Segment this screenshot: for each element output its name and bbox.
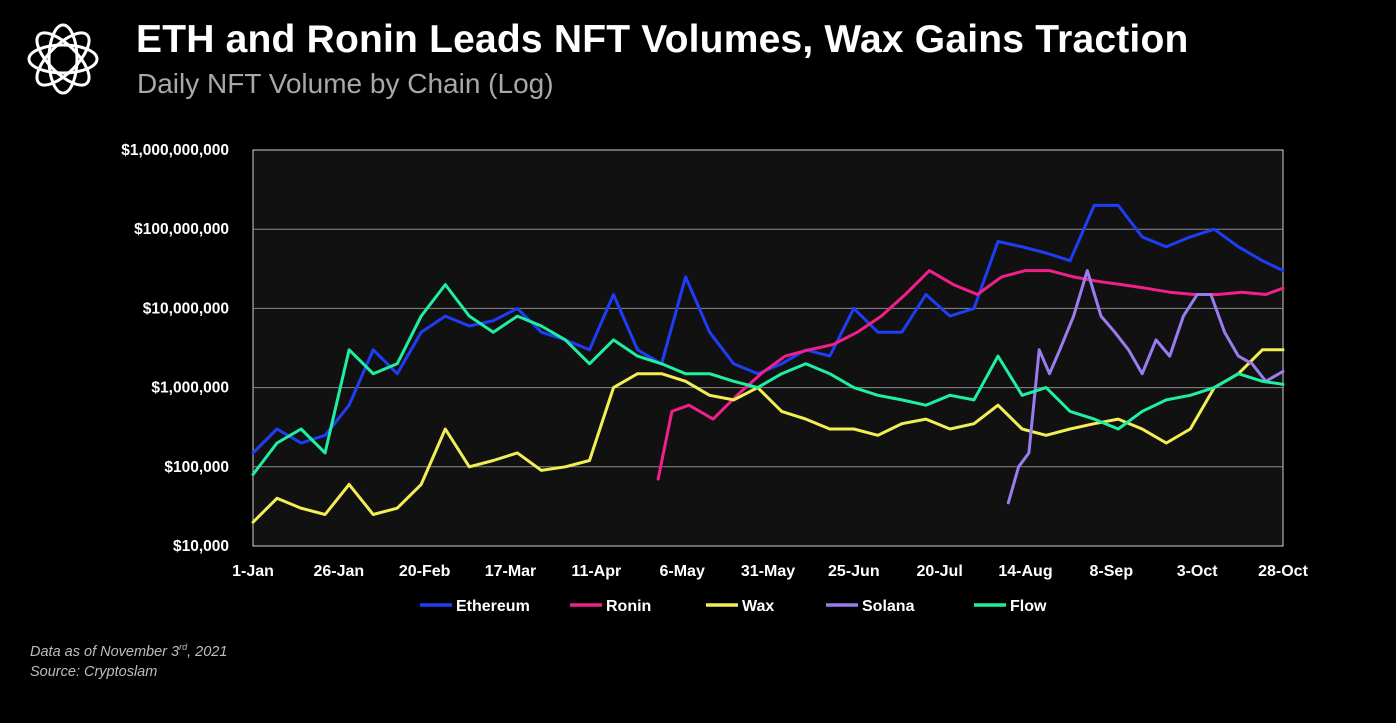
legend-item-wax: Wax — [706, 598, 774, 615]
legend: Ethereum Ronin Wax Solana Flow — [420, 598, 1047, 615]
y-axis-ticks: $10,000 $100,000 $1,000,000 $10,000,000 $100… — [121, 142, 229, 555]
legend-label: Ronin — [606, 598, 651, 615]
x-tick-label: 26-Jan — [313, 563, 364, 580]
legend-label: Wax — [742, 598, 774, 615]
x-tick-label: 3-Oct — [1177, 563, 1219, 580]
x-tick-label: 20-Feb — [399, 563, 451, 580]
gridlines — [253, 228, 1283, 468]
x-tick-label: 17-Mar — [485, 563, 537, 580]
footnote-date: Data as of November 3rd, 2021 — [30, 642, 228, 660]
series-line-flow — [251, 283, 1285, 476]
y-tick-label: $1,000,000,000 — [121, 142, 229, 159]
x-axis-ticks: 1-Jan 26-Jan 20-Feb 17-Mar 11-Apr 6-May 31-May… — [232, 563, 1308, 580]
x-tick-label: 6-May — [659, 563, 704, 580]
legend-item-flow: Flow — [974, 598, 1047, 615]
legend-item-ronin: Ronin — [570, 598, 651, 615]
y-tick-label: $10,000 — [173, 538, 229, 555]
series-lines — [251, 203, 1285, 524]
x-tick-label: 25-Jun — [828, 563, 880, 580]
footnote: Data as of November 3rd, 2021 Source: Cr… — [30, 637, 227, 682]
chart-title: ETH and Ronin Leads NFT Volumes, Wax Gai… — [136, 18, 1189, 61]
x-tick-label: 8-Sep — [1090, 563, 1134, 580]
y-tick-label: $100,000 — [164, 459, 229, 476]
legend-label: Solana — [862, 598, 915, 615]
x-tick-label: 14-Aug — [998, 563, 1052, 580]
brand-logo-icon — [27, 23, 99, 95]
x-tick-label: 20-Jul — [917, 563, 963, 580]
chart-subtitle: Daily NFT Volume by Chain (Log) — [137, 68, 554, 99]
y-tick-label: $100,000,000 — [134, 221, 229, 238]
legend-item-ethereum: Ethereum — [420, 598, 530, 615]
x-tick-label: 28-Oct — [1258, 563, 1308, 580]
legend-label: Ethereum — [456, 598, 530, 615]
series-line-wax — [251, 348, 1285, 524]
footnote-source: Source: Cryptoslam — [30, 663, 158, 680]
legend-item-solana: Solana — [826, 598, 915, 615]
series-line-solana — [1006, 269, 1285, 505]
y-tick-label: $1,000,000 — [151, 380, 229, 397]
x-tick-label: 1-Jan — [232, 563, 274, 580]
y-tick-label: $10,000,000 — [143, 300, 229, 317]
x-tick-label: 11-Apr — [571, 563, 621, 580]
legend-label: Flow — [1010, 598, 1047, 615]
x-tick-label: 31-May — [741, 563, 795, 580]
